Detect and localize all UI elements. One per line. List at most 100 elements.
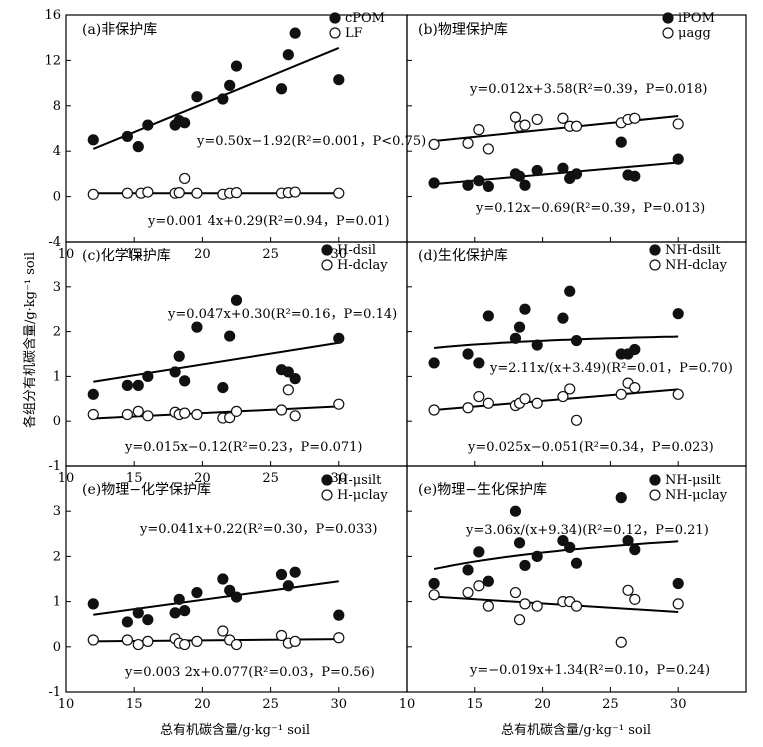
data-point: [275, 568, 288, 581]
x-tick-label: 15: [126, 697, 143, 712]
chart-panel-5: -1 0 1 2 3 10 15 20 25 30 (e)物理−化学保护库 H-μsilt y=0.04…: [48, 465, 408, 712]
data-point: [275, 83, 288, 95]
data-point: [615, 388, 627, 400]
legend-marker: [321, 244, 333, 256]
data-point: [513, 170, 526, 182]
data-point: [482, 397, 494, 409]
data-point: [629, 112, 641, 124]
y-tick-label: 1: [53, 369, 61, 384]
y-tick-label: 2: [53, 325, 61, 340]
x-tick-label: 30: [331, 471, 348, 486]
data-point: [289, 27, 301, 39]
x-tick-label: 10: [399, 697, 416, 712]
y-tick-label: 12: [44, 53, 61, 68]
data-point: [672, 118, 684, 130]
legend-label: NH-μsilt: [665, 473, 722, 488]
data-point: [132, 607, 144, 619]
x-tick-label: 25: [262, 247, 279, 262]
equation-label: y=0.041x+0.22(R²=0.30，P=0.033): [139, 522, 377, 537]
data-point: [230, 591, 243, 603]
data-point: [289, 635, 301, 647]
equation-label: y=0.50x−1.92(R²=0.001，P<0.75): [196, 134, 426, 149]
fit-line-μagg: [434, 115, 679, 142]
data-point: [531, 113, 543, 126]
data-point: [615, 136, 627, 148]
x-tick-label: 20: [534, 697, 551, 712]
data-point: [169, 607, 181, 619]
data-point: [333, 187, 345, 199]
data-point: [482, 310, 494, 322]
chart-panel-6: 10 15 20 25 30 (e)物理−生化保护库 NH-μsilt y=3.06x/(x+…: [399, 465, 747, 712]
x-tick-label: 25: [262, 471, 279, 486]
data-point: [87, 188, 99, 200]
x-tick-label: 15: [126, 471, 143, 486]
data-point: [531, 600, 543, 612]
fit-line-NH-μclay: [434, 595, 679, 613]
y-tick-label: 4: [53, 144, 61, 159]
data-point: [622, 584, 634, 596]
y-tick-label: -4: [48, 235, 61, 250]
data-point: [509, 586, 522, 599]
data-point: [531, 397, 543, 409]
data-point: [142, 186, 154, 198]
y-tick-label: 8: [53, 99, 61, 114]
equation-label: y=0.012x+3.58(R²=0.39，P=0.018): [469, 82, 707, 97]
figure-x-axis-label-right: 总有机碳含量/g·kg⁻¹ soil: [501, 722, 651, 738]
data-point: [121, 616, 133, 628]
fit-line-NH-dsilt: [434, 335, 679, 349]
data-point: [87, 388, 99, 400]
legend-label: LF: [345, 26, 363, 41]
y-tick-label: 0: [53, 190, 61, 205]
data-point: [509, 505, 522, 517]
data-point: [132, 638, 144, 651]
data-point: [142, 635, 154, 647]
data-point: [462, 402, 474, 414]
data-point: [179, 638, 191, 651]
data-point: [179, 407, 191, 419]
equation-label: y=−0.019x+1.34(R²=0.10，P=0.24): [469, 663, 710, 678]
data-point: [132, 141, 144, 153]
x-tick-label: 20: [194, 247, 211, 262]
y-tick-label: 1: [53, 595, 61, 610]
legend-marker: [321, 474, 333, 486]
data-point: [629, 544, 641, 556]
data-point: [191, 321, 203, 333]
data-point: [615, 492, 627, 504]
data-point: [121, 634, 133, 646]
data-point: [482, 600, 494, 612]
y-tick-label: 16: [44, 8, 61, 23]
data-point: [557, 312, 569, 324]
data-point: [428, 177, 440, 189]
data-point: [629, 382, 641, 394]
data-point: [482, 180, 494, 192]
data-point: [289, 410, 301, 422]
data-point: [282, 366, 294, 378]
legend-marker: [321, 259, 333, 271]
y-tick-label: 3: [53, 280, 61, 295]
data-point: [564, 285, 576, 297]
data-point: [531, 164, 543, 177]
panel-title: (b)物理保护库: [418, 22, 508, 38]
legend-label: H-μsilt: [337, 473, 382, 488]
data-point: [473, 357, 485, 369]
data-point: [428, 589, 440, 601]
data-point: [333, 74, 345, 86]
data-point: [462, 348, 474, 360]
data-point: [275, 629, 288, 642]
y-tick-label: -1: [48, 685, 61, 700]
panel-frame: [406, 465, 747, 693]
data-point: [191, 586, 203, 599]
data-point: [519, 303, 531, 315]
data-point: [570, 334, 583, 347]
data-point: [333, 609, 345, 621]
data-point: [672, 388, 684, 400]
y-tick-label: 2: [53, 549, 61, 564]
data-point: [482, 575, 494, 587]
figure-y-axis-label: 各组分有机碳含量/g·kg⁻¹ soil: [22, 252, 38, 428]
data-point: [217, 573, 229, 585]
equation-label: y=0.001 4x+0.29(R²=0.94，P=0.01): [147, 214, 390, 229]
legend-label: H-dclay: [337, 258, 388, 273]
x-tick-label: 25: [602, 697, 619, 712]
data-point: [570, 557, 583, 569]
data-point: [217, 382, 229, 394]
